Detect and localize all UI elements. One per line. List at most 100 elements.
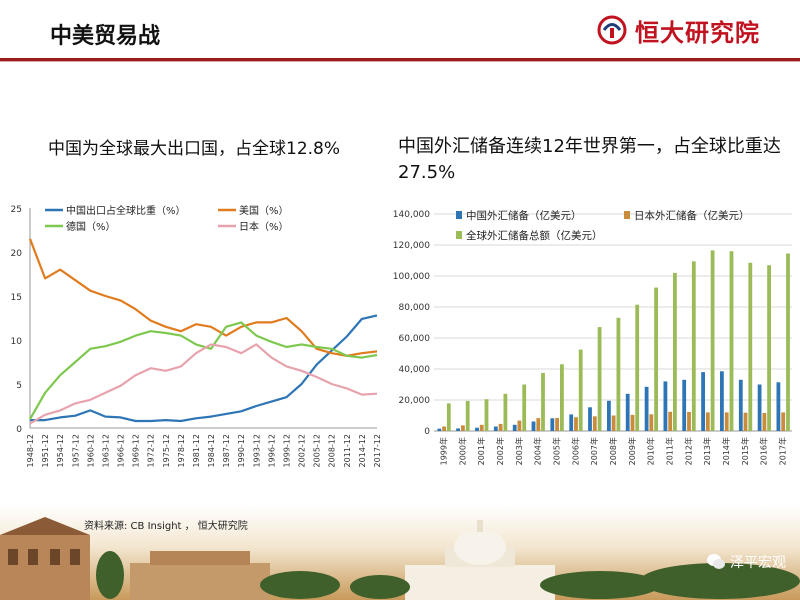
- legend-swatch: [456, 231, 462, 239]
- bar-3: [503, 393, 508, 431]
- series-line-2: [28, 238, 378, 357]
- bar-1: [625, 393, 630, 431]
- watermark: 泽平宏观: [706, 552, 786, 572]
- x-tick-label: 1999-12: [282, 434, 291, 467]
- y-tick-label: 20,000: [399, 396, 431, 406]
- palace-building-illustration: [0, 517, 270, 600]
- x-tick-label: 2011-12: [343, 434, 352, 467]
- y-tick-label: 80,000: [399, 303, 431, 313]
- y-tick-label: 10: [11, 337, 23, 347]
- legend-label: 全球外汇储备总额（亿美元）: [466, 229, 603, 242]
- bar-3: [597, 327, 602, 431]
- bar-1: [493, 426, 498, 431]
- bar-3: [484, 399, 489, 431]
- x-tick-label: 2001年: [476, 437, 486, 465]
- bar-2: [517, 420, 522, 431]
- bar-3: [654, 287, 658, 431]
- x-tick-label: 2012年: [683, 437, 693, 465]
- legend-swatch: [624, 211, 630, 219]
- bar-1: [682, 379, 687, 431]
- capitol-dome-illustration: [405, 520, 555, 600]
- bar-1: [701, 372, 705, 431]
- x-tick-label: 2011年: [665, 437, 675, 465]
- bar-2: [668, 411, 673, 431]
- trees-illustration: [96, 551, 800, 599]
- x-tick-label: 2014年: [721, 437, 731, 465]
- x-tick-label: 1957-12: [71, 434, 80, 467]
- legend-swatch: [456, 211, 462, 219]
- bar-2: [498, 423, 503, 431]
- bar-1: [475, 427, 479, 431]
- bar-3: [578, 349, 583, 431]
- y-tick-label: 140,000: [393, 210, 430, 220]
- x-tick-label: 1960-12: [86, 434, 95, 467]
- legend-label: 日本外汇储备（亿美元）: [634, 209, 750, 222]
- x-tick-label: 2007年: [589, 437, 599, 465]
- bar-1: [720, 371, 724, 431]
- bar-1: [644, 386, 649, 431]
- bar-1: [607, 400, 611, 431]
- x-tick-label: 2016年: [759, 437, 769, 465]
- bar-2: [611, 415, 616, 431]
- header-divider: [0, 58, 800, 61]
- legend-label: 德国（%）: [66, 220, 116, 233]
- x-tick-label: 2005-12: [313, 434, 322, 467]
- wechat-icon: [707, 554, 725, 569]
- source-note: 资料来源: CB Insight ， 恒大研究院: [84, 521, 248, 532]
- bar-1: [569, 414, 574, 431]
- bar-2: [555, 418, 559, 431]
- bar-3: [673, 272, 677, 431]
- bar-3: [710, 250, 715, 431]
- footer-banner: [0, 505, 800, 600]
- bar-1: [757, 384, 762, 431]
- bar-1: [738, 379, 743, 431]
- bar-2: [724, 412, 729, 431]
- series-line-3: [29, 321, 378, 420]
- watermark-text: 泽平宏观: [730, 555, 786, 571]
- x-tick-label: 2015年: [740, 437, 750, 465]
- x-tick-label: 1993-12: [252, 434, 261, 467]
- legend-label: 美国（%）: [239, 204, 289, 217]
- y-tick-label: 100,000: [393, 272, 430, 282]
- x-tick-label: 1984-12: [207, 434, 216, 467]
- x-tick-label: 1963-12: [101, 434, 110, 467]
- x-tick-label: 2006年: [570, 437, 580, 465]
- bar-3: [786, 253, 790, 431]
- y-tick-label: 20: [11, 249, 23, 259]
- x-tick-label: 1987-12: [222, 434, 231, 467]
- legend-label: 中国出口占全球比重（%）: [66, 204, 186, 217]
- bar-2: [461, 425, 465, 431]
- x-tick-label: 1966-12: [117, 434, 126, 467]
- bar-3: [446, 403, 451, 431]
- x-tick-label: 2017年: [778, 437, 788, 465]
- bar-3: [729, 251, 734, 431]
- bar-1: [531, 421, 536, 431]
- y-tick-label: 5: [16, 381, 22, 391]
- x-tick-label: 1981-12: [192, 434, 201, 467]
- bar-1: [437, 428, 442, 431]
- bar-3: [522, 384, 527, 431]
- bar-2: [592, 416, 597, 431]
- x-tick-label: 2009年: [627, 437, 637, 465]
- bar-1: [512, 424, 517, 431]
- fx-reserve-bar-chart: 0 20,000 40,000 60,000 80,000 100,000 120,000 1…: [393, 209, 792, 465]
- bar-1: [588, 407, 592, 431]
- y-tick-label: 25: [11, 205, 22, 215]
- bar-3: [465, 400, 470, 431]
- y-tick-label: 120,000: [393, 241, 430, 251]
- x-tick-label: 1978-12: [177, 434, 186, 467]
- x-tick-label: 2013年: [702, 437, 712, 465]
- x-tick-label: 2004年: [533, 437, 543, 465]
- x-tick-label: 1999年: [438, 437, 448, 465]
- bar-2: [479, 424, 484, 431]
- header-bar: 中美贸易战 恒大研究院: [0, 0, 800, 58]
- legend-label: 中国外汇储备（亿美元）: [466, 209, 582, 222]
- bar-3: [541, 372, 545, 431]
- header-divider-thin: [0, 61, 800, 62]
- x-tick-label: 1969-12: [132, 434, 141, 467]
- y-tick-label: 15: [11, 293, 22, 303]
- right-chart-title: 中国外汇储备连续12年世界第一，占全球比重达27.5%: [398, 136, 781, 183]
- logo-text: 恒大研究院: [635, 18, 760, 47]
- bar-2: [762, 413, 767, 431]
- bar-3: [767, 265, 771, 431]
